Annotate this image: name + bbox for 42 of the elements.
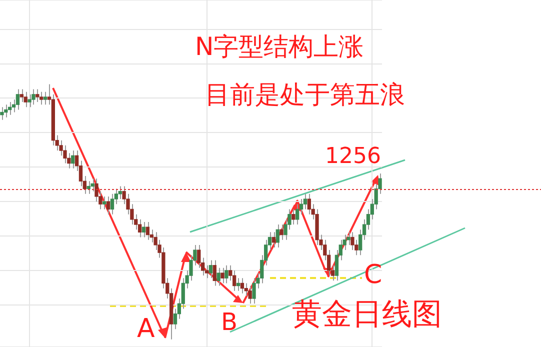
candlestick <box>232 270 236 292</box>
candlestick <box>138 218 142 238</box>
candlestick <box>0 106 4 120</box>
candlestick <box>307 193 311 215</box>
candlestick <box>71 150 75 169</box>
candlestick <box>32 88 36 106</box>
candlestick <box>220 267 224 284</box>
annotation: 1256 <box>325 144 381 169</box>
candlestick <box>63 144 67 164</box>
candlestick <box>102 196 106 210</box>
candlestick <box>280 224 284 240</box>
candlestick <box>216 267 220 286</box>
candlestick <box>142 221 146 238</box>
candlestick <box>212 260 216 286</box>
candlestick <box>40 91 44 106</box>
candlestick <box>276 224 280 248</box>
candlestick <box>20 88 24 103</box>
candlestick <box>296 204 300 226</box>
candlestick <box>28 94 32 108</box>
candlestick <box>248 285 252 304</box>
candlestick <box>110 193 114 215</box>
candlestick <box>106 196 110 215</box>
candlestick <box>224 264 228 284</box>
candlestick <box>90 178 94 192</box>
chart-title: N字型结构上涨 <box>195 32 364 61</box>
candlestick <box>43 91 48 106</box>
candlestick <box>24 91 28 108</box>
candlestick <box>252 278 256 304</box>
candlestick <box>16 88 20 110</box>
candlestick <box>197 244 201 268</box>
candlestick <box>292 208 296 226</box>
annotation: 黄金日线图 <box>292 297 442 332</box>
candlestick <box>146 221 150 240</box>
chart-subtitle: 目前是处于第五浪 <box>205 80 405 109</box>
annotation: C <box>364 260 382 290</box>
annotation: B <box>221 308 238 336</box>
annotation: A <box>137 314 155 344</box>
candlestick <box>240 278 244 294</box>
candlestick <box>350 232 354 251</box>
candlestick <box>272 232 276 248</box>
candlestick <box>208 260 213 279</box>
candlestick <box>36 88 40 103</box>
